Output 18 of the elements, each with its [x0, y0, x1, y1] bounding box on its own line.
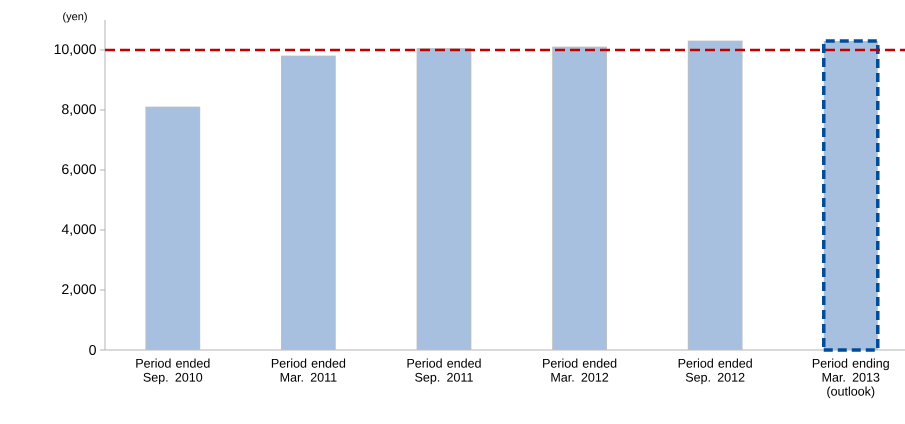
bar: [280, 56, 336, 350]
x-tick-label: Period ended Sep. 2010: [136, 358, 210, 384]
y-tick-label: 6,000: [62, 164, 96, 176]
x-tick-label: Period ending Mar. 2013 (outlook): [812, 358, 889, 398]
x-tick-label: Period ended Mar. 2011: [272, 358, 346, 382]
y-tick-label: 10,000: [54, 44, 96, 56]
y-tick-label: 2,000: [62, 284, 96, 296]
y-tick-label: 0: [89, 345, 96, 355]
bar: [145, 106, 200, 350]
bar: [552, 46, 607, 350]
y-axis-title: (yen): [63, 12, 87, 22]
bar: [416, 48, 472, 350]
x-tick-label: Period ended Sep. 2011: [407, 358, 481, 384]
y-tick-label: 4,000: [62, 224, 96, 236]
x-tick-label: Period ended Sep. 2012: [678, 358, 752, 384]
bar: [688, 40, 743, 350]
y-tick-label: 8,000: [62, 104, 96, 116]
x-tick-label: Period ended Mar. 2012: [543, 358, 616, 382]
